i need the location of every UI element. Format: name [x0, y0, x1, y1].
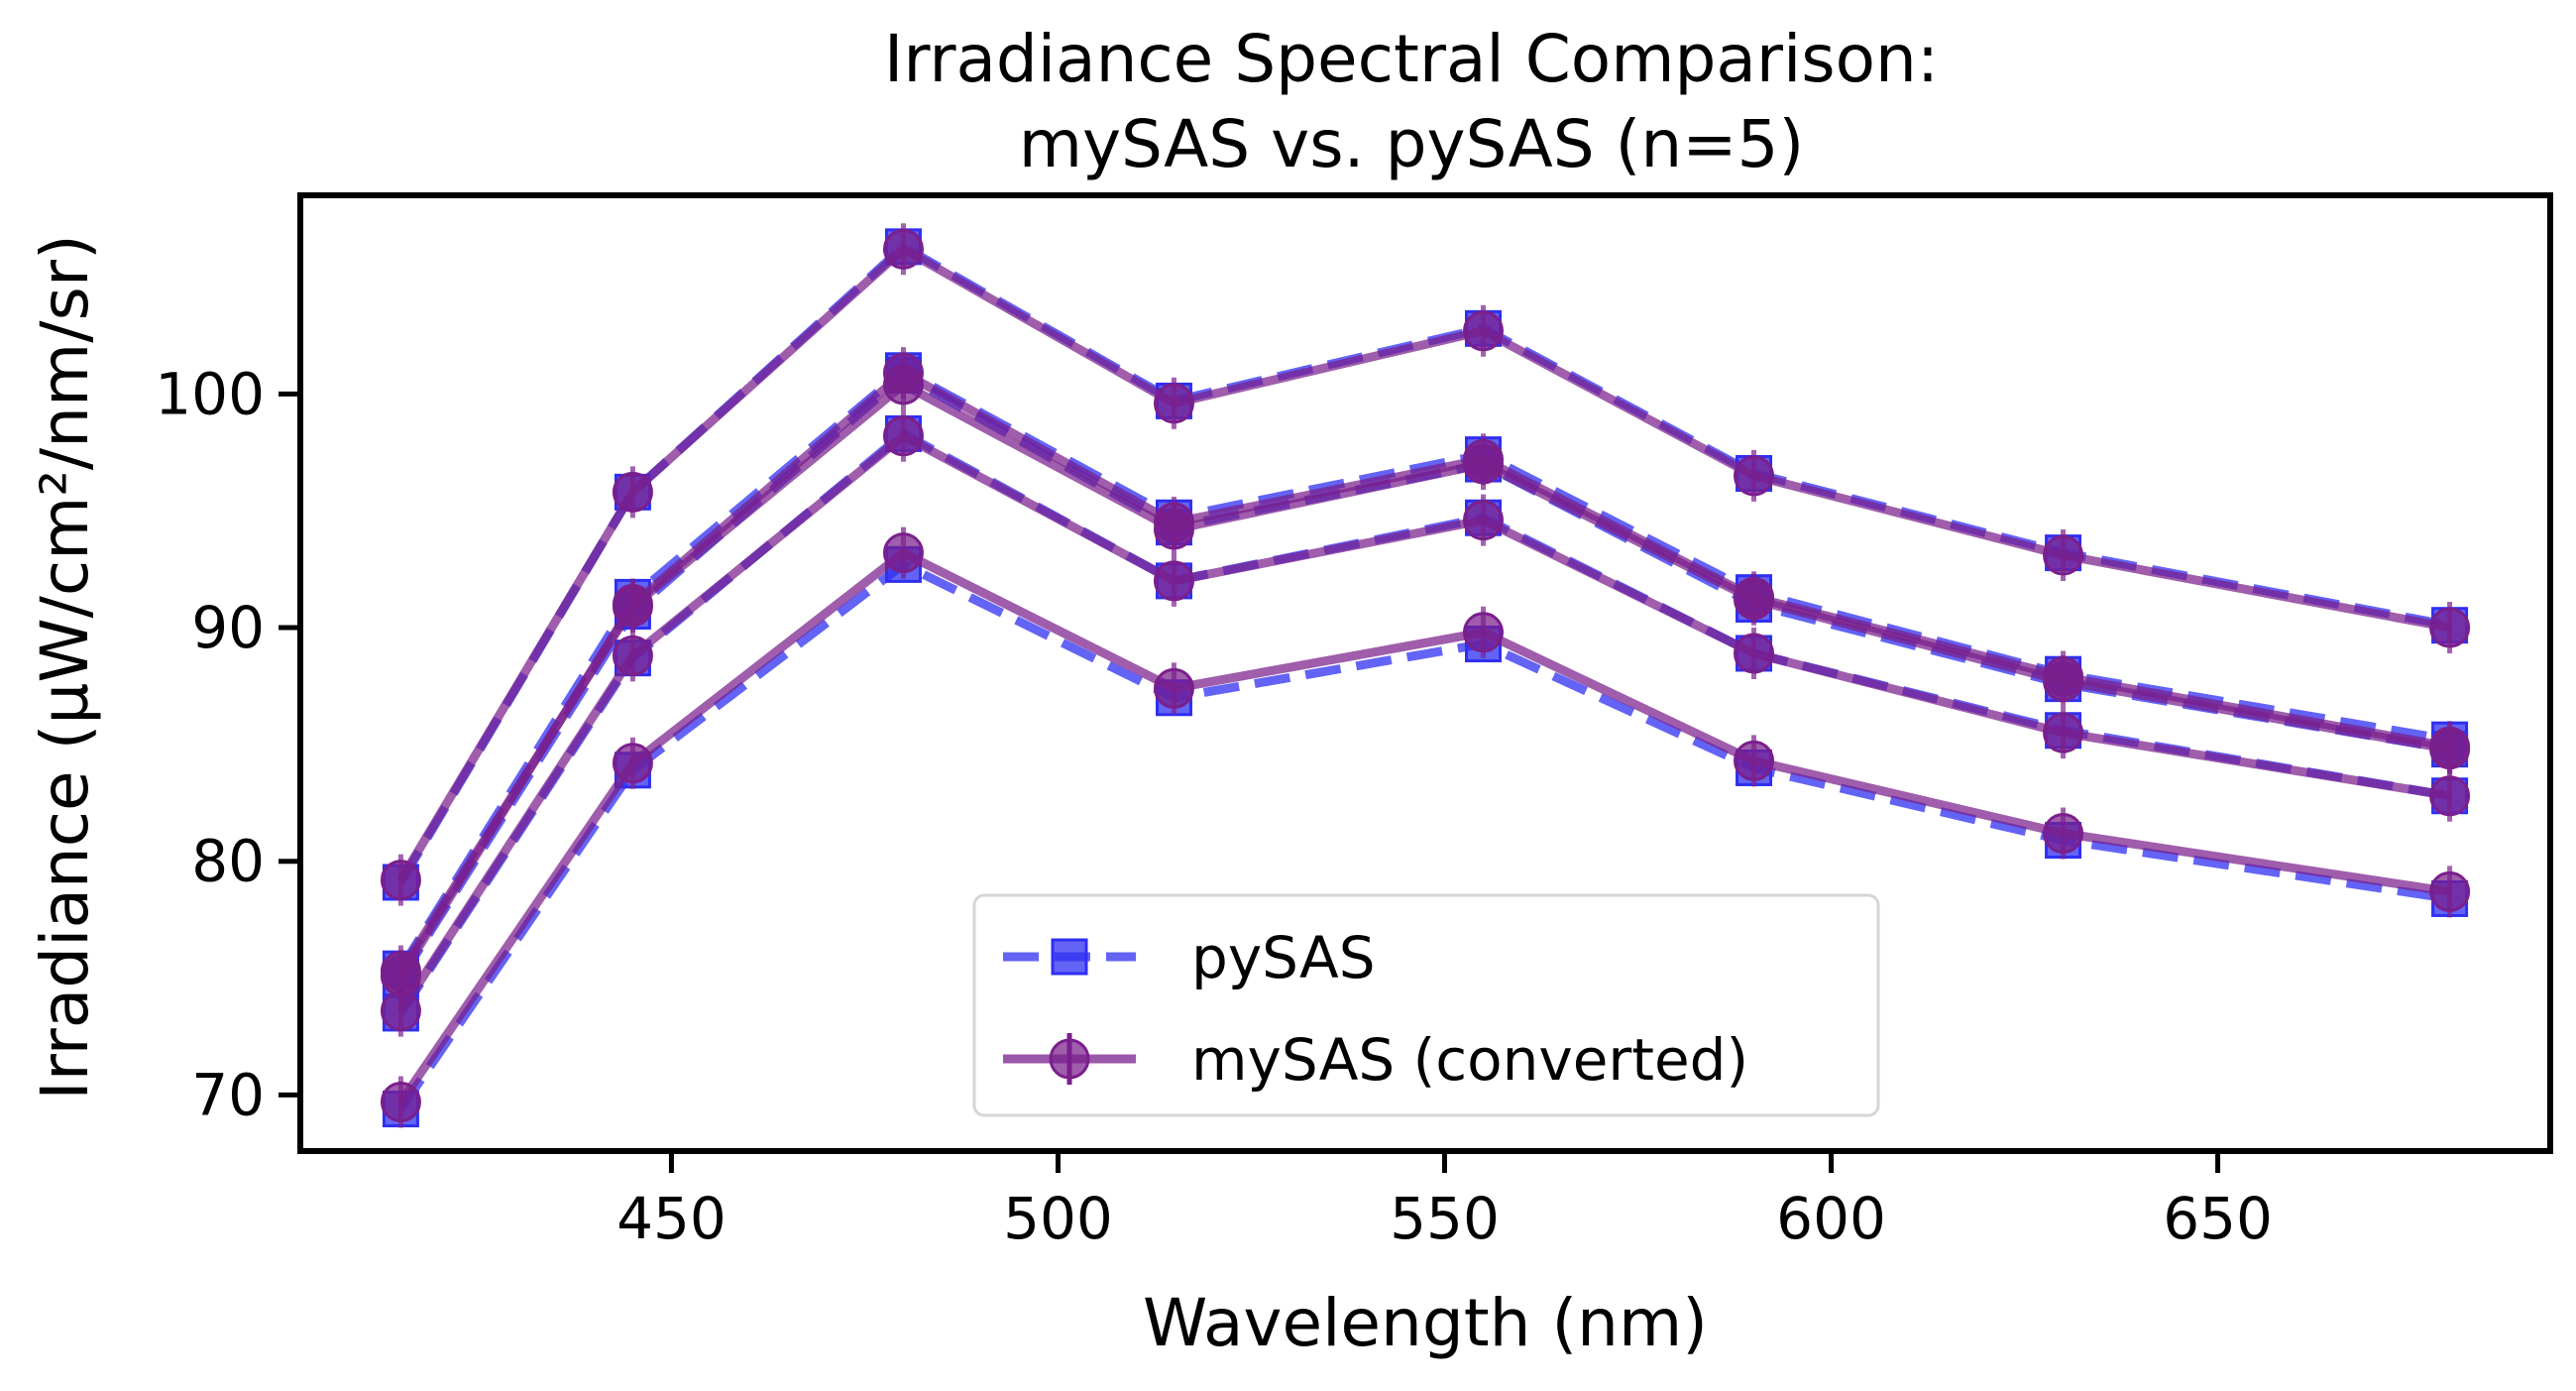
- series-pysas-2: [382, 352, 2469, 987]
- data-point: [1463, 500, 1505, 541]
- series-line: [396, 368, 2451, 979]
- data-point: [2429, 726, 2471, 767]
- legend-entry-mysas: mySAS (converted): [1003, 1026, 1748, 1094]
- data-point: [1153, 383, 1194, 424]
- data-point: [1734, 455, 1775, 497]
- series-pysas-1: [382, 228, 2469, 901]
- data-point: [2043, 534, 2084, 576]
- data-point: [1734, 633, 1775, 674]
- legend-entry-pysas: pySAS: [1003, 924, 1376, 991]
- plot-frame: [297, 192, 2553, 1154]
- x-tick-label: 500: [1003, 1185, 1113, 1252]
- y-tick-label: 70: [191, 1061, 265, 1128]
- legend-marker: [1051, 938, 1088, 976]
- y-tick-label: 100: [155, 360, 265, 427]
- data-point: [2429, 870, 2471, 912]
- data-point: [2429, 607, 2471, 648]
- legend-label: mySAS (converted): [1191, 1026, 1748, 1094]
- x-tick-label: 550: [1390, 1185, 1500, 1252]
- data-point: [380, 1082, 421, 1123]
- data-point: [2043, 712, 2084, 753]
- series-line: [396, 431, 2451, 1014]
- data-point: [612, 743, 653, 784]
- x-tick-label: 450: [616, 1185, 727, 1252]
- y-tick-label: 80: [191, 828, 265, 895]
- tick-layer: 450 500 550 600 650 70 80 90 100: [155, 360, 2273, 1252]
- y-axis-label: Irradiance (µW/cm²/nm/sr): [27, 234, 103, 1101]
- data-point: [882, 352, 924, 394]
- chart-title: Irradiance Spectral Comparison:: [884, 21, 1939, 97]
- series-mysas-5: [380, 347, 2471, 1002]
- data-point: [1463, 310, 1505, 352]
- series-line: [396, 244, 2451, 882]
- legend-marker: [1049, 1038, 1090, 1080]
- series-line: [396, 559, 2451, 1112]
- data-point: [2429, 775, 2471, 817]
- data-point: [612, 583, 653, 625]
- data-point: [380, 860, 421, 901]
- data-point: [882, 415, 924, 457]
- data-point: [1463, 438, 1505, 480]
- x-tick-label: 600: [1776, 1185, 1886, 1252]
- legend: pySAS mySAS (converted): [972, 893, 1880, 1117]
- series-layer: [380, 223, 2471, 1128]
- data-point: [1463, 612, 1505, 653]
- x-tick-label: 650: [2163, 1185, 2273, 1252]
- data-point: [612, 471, 653, 513]
- data-point: [380, 955, 421, 996]
- series-mysas-1: [380, 223, 2471, 906]
- data-point: [2043, 656, 2084, 698]
- data-point: [1734, 740, 1775, 781]
- data-point: [2043, 812, 2084, 854]
- legend-box: [972, 893, 1880, 1117]
- legend-label: pySAS: [1191, 924, 1376, 991]
- y-tick-label: 90: [191, 594, 265, 661]
- x-axis-label: Wavelength (nm): [1143, 1285, 1708, 1361]
- series-line: [396, 548, 2451, 1105]
- data-point: [882, 532, 924, 574]
- data-point: [612, 635, 653, 676]
- chart-subtitle: mySAS vs. pySAS (n=5): [1019, 106, 1805, 182]
- data-point: [882, 228, 924, 270]
- data-point: [1153, 560, 1194, 602]
- data-point: [1153, 502, 1194, 543]
- series-mysas-4: [380, 526, 2471, 1128]
- data-point: [1153, 667, 1194, 709]
- series-line: [396, 366, 2451, 972]
- data-point: [1734, 576, 1775, 618]
- series-mysas-3: [380, 409, 2471, 1037]
